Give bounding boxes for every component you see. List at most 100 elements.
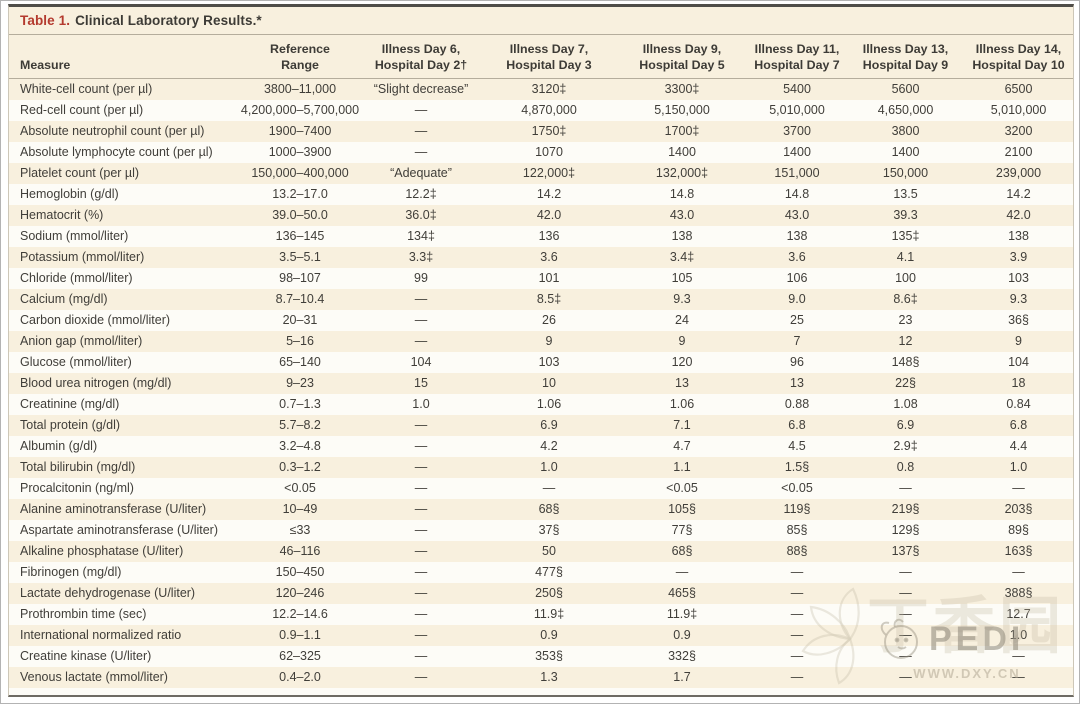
value-cell: 8.7–10.4 (275, 292, 325, 307)
value-cell: 26 (542, 313, 556, 328)
measure-cell: Platelet count (per µl) (20, 166, 140, 181)
value-cell: 148§ (891, 355, 920, 370)
value-cell: 163§ (1004, 544, 1033, 559)
value-cell: 9 (545, 334, 553, 349)
value-cell: “Slight decrease” (373, 82, 469, 97)
value-cell: 103 (538, 355, 560, 370)
table-row: Fibrinogen (mg/dl) 150–450 — 477§ — — — — (9, 562, 1073, 584)
column-header-line2: Hospital Day 7 (754, 58, 840, 73)
value-cell: 10 (542, 376, 556, 391)
value-cell: 5400 (783, 82, 811, 97)
value-cell: 68§ (538, 502, 560, 517)
column-header-line2: Measure (20, 58, 71, 73)
value-cell: 3800 (891, 124, 920, 139)
table-row: Hemoglobin (g/dl) 13.2–17.0 12.2‡ 14.2 14.8 1… (9, 184, 1073, 206)
value-cell: — (1012, 670, 1025, 685)
measure-cell: Prothrombin time (sec) (20, 607, 147, 622)
value-cell: — (790, 607, 804, 622)
measure-cell: Alanine aminotransferase (U/liter) (20, 502, 207, 517)
value-cell: 0.9 (673, 628, 691, 643)
value-cell: 4,650,000 (877, 103, 934, 118)
value-cell: 120 (671, 355, 693, 370)
value-cell: 20–31 (282, 313, 318, 328)
value-cell: 219§ (891, 502, 920, 517)
column-header: Illness Day 6, Hospital Day 2† (361, 35, 481, 80)
column-header: Reference Range (239, 35, 361, 80)
value-cell: 1900–7400 (268, 124, 332, 139)
table-row: Lactate dehydrogenase (U/liter) 120–246 — 2… (9, 583, 1073, 605)
column-header-line1: Illness Day 14, (975, 42, 1062, 56)
value-cell: 103 (1008, 271, 1029, 286)
value-cell: 50 (542, 544, 556, 559)
value-cell: 99 (414, 271, 428, 286)
value-cell: — (414, 628, 428, 643)
value-cell: — (414, 670, 428, 685)
table-row: Carbon dioxide (mmol/liter) 20–31 — 26 24 25 2… (9, 310, 1073, 332)
value-cell: — (414, 313, 428, 328)
value-cell: 0.3–1.2 (279, 460, 321, 475)
lab-results-table-card: Table 1. Clinical Laboratory Results.* M… (8, 4, 1074, 697)
table-row: Glucose (mmol/liter) 65–140 104 103 120 96 148… (9, 352, 1073, 374)
table-row: Aspartate aminotransferase (U/liter) ≤33 —… (9, 520, 1073, 542)
value-cell: — (414, 460, 428, 475)
measure-cell: Total bilirubin (mg/dl) (20, 460, 136, 475)
value-cell: 151,000 (774, 166, 820, 181)
measure-cell: Total protein (g/dl) (20, 418, 121, 433)
value-cell: 106 (786, 271, 808, 286)
value-cell: 6.8 (1009, 418, 1028, 433)
value-cell: 3300‡ (664, 82, 700, 97)
value-cell: 7 (793, 334, 801, 349)
column-header-line2: Hospital Day 10 (972, 58, 1065, 73)
value-cell: 12.2‡ (405, 187, 437, 202)
value-cell: — (414, 502, 428, 517)
value-cell: 353§ (535, 649, 563, 664)
measure-cell: Carbon dioxide (mmol/liter) (20, 313, 171, 328)
value-cell: 1400 (668, 145, 696, 160)
value-cell: 8.6‡ (893, 292, 918, 307)
value-cell: 150,000–400,000 (251, 166, 349, 181)
column-header-line2: Hospital Day 9 (862, 58, 949, 73)
measure-cell: White-cell count (per µl) (20, 82, 153, 97)
value-cell: 136–145 (275, 229, 325, 244)
value-cell: 104 (1008, 355, 1029, 370)
value-cell: 42.0 (1006, 208, 1031, 223)
table-row: Absolute neutrophil count (per µl) 1900–7… (9, 121, 1073, 143)
table-header: Measure Reference Range Illness Day 6, Hospi… (9, 35, 1073, 80)
value-cell: 39.0–50.0 (272, 208, 328, 223)
column-header-line1: Illness Day 13, (862, 42, 949, 56)
value-cell: — (899, 586, 912, 601)
value-cell: 88§ (786, 544, 808, 559)
value-cell: 1.0 (540, 460, 558, 475)
column-header: Illness Day 11, Hospital Day 7 (747, 35, 847, 80)
value-cell: 77§ (671, 523, 693, 538)
table-row: Calcium (mg/dl) 8.7–10.4 — 8.5‡ 9.3 9.0 8.6‡ 9.… (9, 289, 1073, 311)
value-cell: 6500 (1004, 82, 1033, 97)
value-cell: 4.1 (896, 250, 915, 265)
value-cell: 3.6 (788, 250, 806, 265)
value-cell: 18 (1011, 376, 1026, 391)
value-cell: 43.0 (669, 208, 695, 223)
value-cell: 1.06 (669, 397, 695, 412)
value-cell: 105 (671, 271, 693, 286)
value-cell: — (414, 544, 428, 559)
value-cell: 42.0 (536, 208, 562, 223)
table-row: International normalized ratio 0.9–1.1 — 0.… (9, 625, 1073, 647)
value-cell: 4.4 (1009, 439, 1028, 454)
value-cell: 14.2 (1006, 187, 1031, 202)
table-row: Creatinine (mg/dl) 0.7–1.3 1.0 1.06 1.06 0.88… (9, 394, 1073, 416)
value-cell: 132,000‡ (655, 166, 709, 181)
value-cell: 332§ (668, 649, 696, 664)
value-cell: — (414, 103, 428, 118)
value-cell: 105§ (668, 502, 696, 517)
value-cell: 1750‡ (531, 124, 567, 139)
value-cell: 138 (786, 229, 808, 244)
measure-cell: Hematocrit (%) (20, 208, 104, 223)
table-row: Sodium (mmol/liter) 136–145 134‡ 136 138 138 1… (9, 226, 1073, 248)
value-cell: 129§ (891, 523, 920, 538)
measure-cell: Creatinine (mg/dl) (20, 397, 120, 412)
value-cell: — (1012, 481, 1025, 496)
value-cell: ≤33 (289, 523, 311, 538)
value-cell: 23 (898, 313, 913, 328)
measure-cell: Alkaline phosphatase (U/liter) (20, 544, 184, 559)
value-cell: 150,000 (882, 166, 929, 181)
